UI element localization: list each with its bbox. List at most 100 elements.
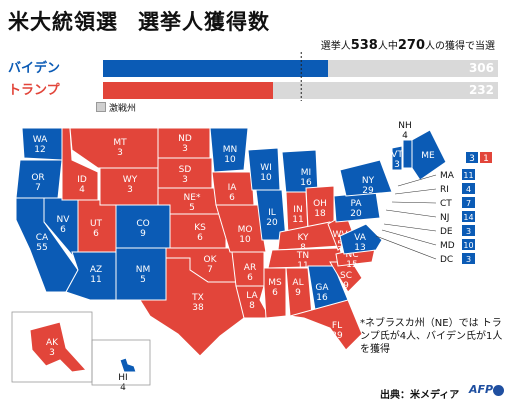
afp-logo: AFP — [469, 383, 494, 396]
state-label-mi: MI — [301, 168, 311, 178]
state-ev-ky: 8 — [300, 243, 306, 253]
leader-line-dc — [375, 235, 437, 260]
state-ev-ia: 6 — [229, 193, 235, 203]
small-state-ev-dc: 3 — [466, 255, 471, 264]
state-ev-nc: 15 — [346, 260, 357, 270]
state-ev-ms: 6 — [272, 288, 278, 298]
state-label-id: ID — [77, 175, 87, 185]
threshold-total: 538 — [350, 38, 378, 53]
small-state-box-md — [462, 239, 475, 250]
small-state-label-de: DE — [440, 227, 453, 237]
state-ev-ga: 16 — [316, 293, 328, 303]
small-state-box-ma — [462, 169, 475, 180]
small-state-label-dc: DC — [440, 255, 453, 265]
state-label-mo: MO — [238, 225, 253, 235]
state-label-ak: AK — [46, 338, 59, 348]
source: 出典：米メディア — [380, 390, 460, 401]
state-ev-wy: 3 — [127, 185, 133, 195]
state-label-ny: NY — [362, 176, 375, 186]
state-label-mt: MT — [113, 138, 127, 148]
maine-split-value-2: 1 — [483, 154, 489, 164]
bar-track-trump: 232 — [103, 82, 498, 99]
state-ev-vt: 3 — [394, 160, 400, 170]
state-ev-tx: 38 — [192, 303, 204, 313]
state-label-ne: NE* — [184, 193, 201, 203]
afp-dot-icon — [493, 385, 504, 396]
state-label-ks: KS — [194, 223, 206, 233]
state-me — [411, 129, 447, 181]
hawaii-inset-frame — [91, 339, 151, 386]
small-state-box-ri — [462, 183, 475, 194]
leader-line-ct — [391, 201, 437, 204]
state-label-ga: GA — [315, 283, 329, 293]
state-ev-nh: 4 — [402, 131, 408, 141]
state-label-nm: NM — [136, 265, 151, 275]
state-ev-ny: 29 — [362, 186, 374, 196]
small-states-panel: MA 11 RI 4 CT 7 NJ 14 DE 3 MD 10 DC 3 — [375, 169, 475, 265]
state-label-az: AZ — [90, 265, 102, 275]
state-label-al: AL — [292, 278, 303, 288]
state-label-oh: OH — [313, 199, 327, 209]
state-ev-in: 11 — [292, 215, 303, 225]
state-ev-sc: 9 — [343, 281, 349, 291]
state-label-wi: WI — [260, 163, 272, 173]
title-main: 米大統領選 — [8, 10, 118, 34]
state-label-ok: OK — [204, 255, 218, 265]
state-label-me: ME — [421, 151, 435, 161]
leader-line-de — [383, 223, 437, 232]
state-label-ut: UT — [90, 219, 103, 229]
small-state-label-nj: NJ — [440, 213, 449, 223]
state-label-ms: MS — [268, 278, 282, 288]
state-label-tx: TX — [191, 293, 204, 303]
state-ev-mt: 3 — [117, 148, 123, 158]
state-ev-co: 9 — [140, 229, 146, 239]
state-ev-nm: 5 — [140, 275, 146, 285]
state-ev-mn: 10 — [224, 155, 236, 165]
small-state-ev-ri: 4 — [466, 185, 471, 194]
state-label-vt: VT — [391, 150, 403, 160]
state-ev-sd: 3 — [182, 175, 188, 185]
small-state-box-nj — [462, 211, 475, 222]
state-label-tn: TN — [296, 251, 309, 261]
state-label-wv: WV — [332, 230, 348, 240]
state-label-in: IN — [293, 205, 302, 215]
state-mn — [209, 127, 249, 173]
state-ev-az: 11 — [90, 275, 101, 285]
state-ev-tn: 11 — [297, 261, 308, 271]
state-label-mn: MN — [223, 145, 238, 155]
state-ev-ca: 55 — [36, 243, 47, 253]
state-ev-ne: 5 — [189, 203, 195, 213]
state-vt — [391, 145, 403, 171]
state-label-il: IL — [268, 208, 276, 218]
small-state-box-dc — [462, 253, 475, 264]
state-va — [339, 223, 383, 255]
state-label-nc: NC — [345, 250, 358, 260]
leader-line-ma — [397, 174, 437, 187]
bar-fill-trump — [103, 82, 274, 99]
small-state-ev-ct: 7 — [466, 199, 471, 208]
state-ev-ak: 3 — [49, 348, 55, 358]
state-ev-ks: 6 — [197, 233, 203, 243]
state-ev-va: 13 — [354, 243, 365, 253]
state-ev-al: 9 — [295, 288, 301, 298]
threshold-needed: 270 — [397, 38, 425, 53]
bar-track-biden: 306 — [103, 60, 498, 77]
title-sub: 選挙人獲得数 — [138, 10, 270, 34]
small-state-ev-md: 10 — [463, 241, 473, 250]
small-state-ev-ma: 11 — [463, 171, 473, 180]
state-ev-id: 4 — [79, 185, 85, 195]
state-ev-ar: 6 — [247, 273, 253, 283]
state-label-wa: WA — [33, 135, 48, 145]
state-ev-wa: 12 — [34, 145, 45, 155]
state-label-pa: PA — [350, 199, 362, 209]
legend: 激戦州 — [96, 101, 136, 114]
small-state-box-ct — [462, 197, 475, 208]
maine-split-box-1 — [466, 152, 478, 163]
state-label-la: LA — [246, 291, 258, 301]
state-ev-wi: 10 — [260, 173, 272, 183]
state-label-sd: SD — [179, 165, 192, 175]
state-label-ar: AR — [244, 263, 256, 273]
small-state-label-md: MD — [440, 241, 455, 251]
state-ev-or: 7 — [35, 183, 41, 193]
state-ev-wv: 5 — [337, 240, 343, 250]
